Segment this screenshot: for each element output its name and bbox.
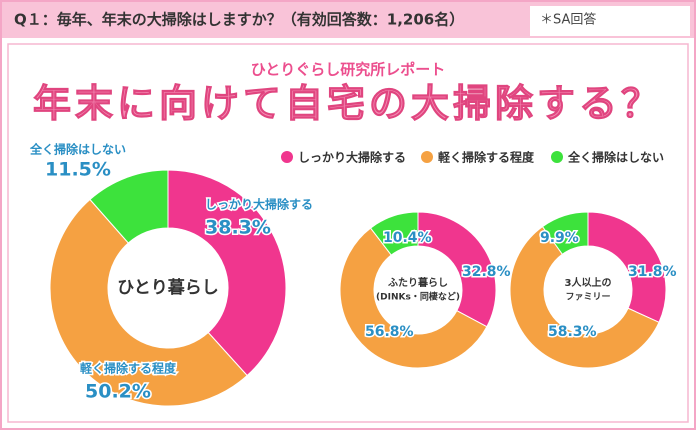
center-label: ふたり暮らし <box>388 276 448 289</box>
donut-slice <box>417 211 497 328</box>
donut-slice <box>167 169 287 377</box>
center-label: ひとり暮らし <box>117 277 219 298</box>
value-label: 11.5% <box>45 159 111 181</box>
donut-slice <box>587 211 667 323</box>
legend-label: 軽く掃除する程度 <box>438 150 535 165</box>
value-label: 31.8% <box>628 264 677 280</box>
slice-category: しっかり大掃除する <box>205 197 313 212</box>
inner-frame <box>7 43 689 423</box>
legend-label: しっかり大掃除する <box>298 150 406 165</box>
center-label: (DINKs・同棲など) <box>376 291 460 303</box>
note: ＊SA回答 <box>540 12 596 28</box>
donut-slice <box>509 225 660 369</box>
donut-slice <box>49 198 248 407</box>
value-label: 32.8% <box>462 264 511 280</box>
donut-slice <box>541 211 589 255</box>
report-title: ひとりぐらし研究所レポート <box>251 61 446 79</box>
value-label: 56.8% <box>365 324 414 340</box>
donut-slice <box>89 169 169 244</box>
legend-swatch <box>281 151 293 163</box>
center-label: ファミリー <box>565 292 610 303</box>
value-label: 38.3% <box>205 217 271 239</box>
legend-label: 全く掃除はしない <box>567 150 664 165</box>
slice-category: 全く掃除はしない <box>29 142 126 157</box>
center-label: 3人以上の <box>565 276 612 289</box>
headline: 年末に向けて自宅の大掃除する？ <box>33 82 663 126</box>
donut-slice <box>339 227 488 369</box>
value-label: 10.4% <box>383 230 432 246</box>
donut-slice <box>369 211 419 256</box>
note-box <box>530 6 690 36</box>
question: Q１：毎年、年末の大掃除はしますか？（有効回答数：1,206名） <box>14 11 464 29</box>
legend-swatch <box>421 151 433 163</box>
legend-swatch <box>551 151 563 163</box>
value-label: 58.3% <box>548 324 597 340</box>
value-label: 9.9% <box>540 230 579 246</box>
value-label: 50.2% <box>85 381 151 403</box>
slice-category: 軽く掃除する程度 <box>80 361 177 376</box>
